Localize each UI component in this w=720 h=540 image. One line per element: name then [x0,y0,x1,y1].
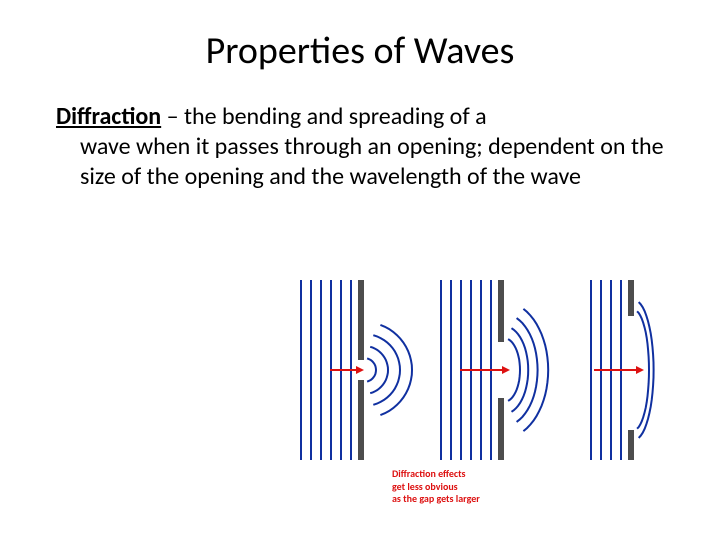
diffracted-waves [440,280,570,460]
definition-paragraph: Diffraction – the bending and spreading … [56,102,664,192]
diagram-panel-3 [590,280,700,460]
diagram-caption: Diffraction effects get less obvious as … [392,468,480,506]
diffracted-waves [590,280,700,460]
diagram-panel-1 [300,280,420,460]
slide: Properties of Waves Diffraction – the be… [0,0,720,540]
diagram-panel-2 [440,280,570,460]
slide-title: Properties of Waves [48,28,672,74]
caption-line-1: Diffraction effects [392,468,480,481]
term-diffraction: Diffraction [56,102,161,131]
definition-lead: – the bending and spreading of a [161,102,486,131]
diffracted-waves [300,280,420,460]
diffraction-diagram: Diffraction effects get less obvious as … [300,280,700,500]
definition-rest: wave when it passes through an opening; … [56,132,664,192]
caption-line-3: as the gap gets larger [392,493,480,506]
